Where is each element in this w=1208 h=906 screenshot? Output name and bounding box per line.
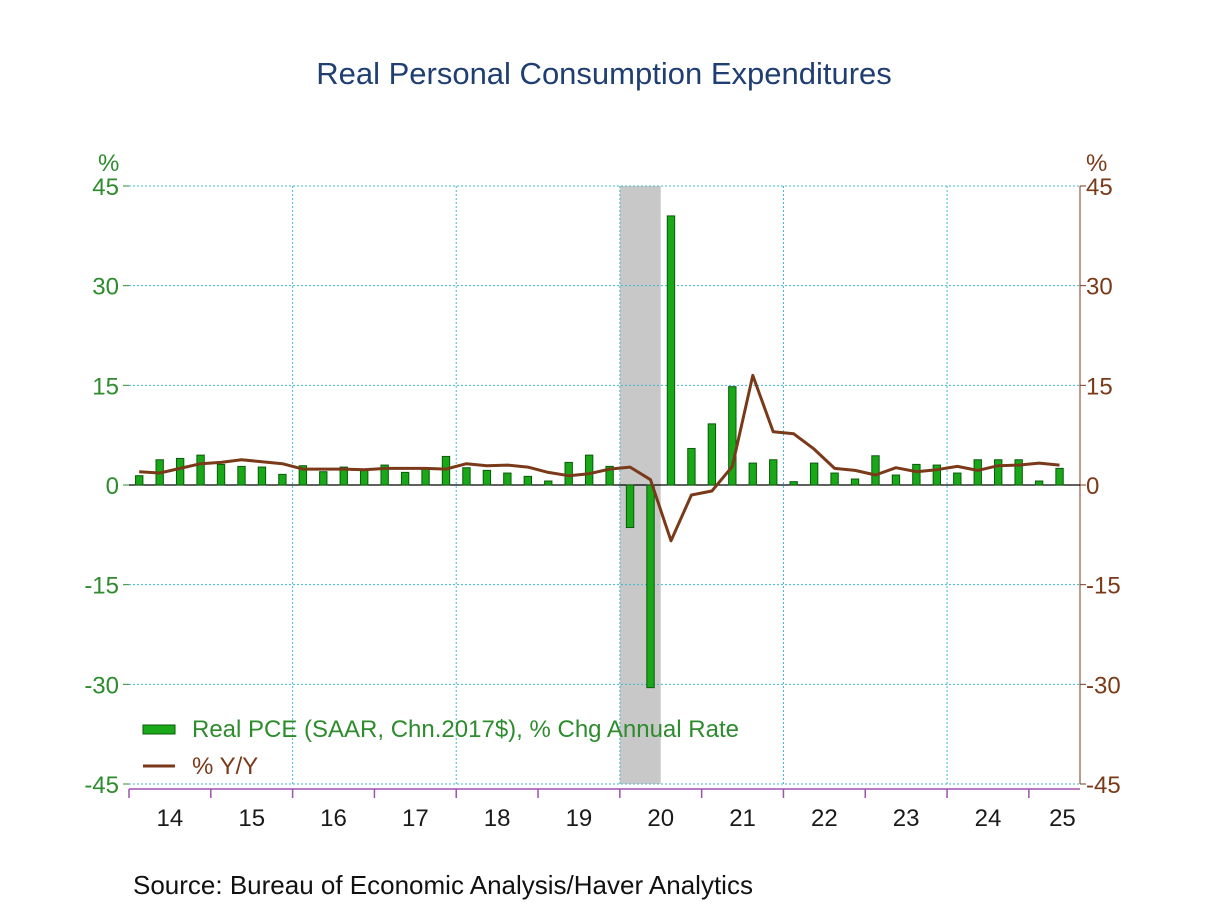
right-tick-label: -15	[1086, 573, 1121, 600]
bar	[748, 462, 757, 486]
right-tick-label: 30	[1086, 274, 1113, 301]
bar	[175, 457, 185, 486]
legend-line-label: % Y/Y	[192, 753, 258, 780]
yoy-line-series	[139, 373, 1060, 543]
bar	[523, 475, 532, 486]
chart-title: Real Personal Consumption Expenditures	[316, 56, 892, 91]
bar	[237, 465, 246, 486]
x-year-label: 16	[320, 805, 347, 832]
right-y-axis: 45 30 15 0 -15 -30 -45	[1079, 174, 1121, 799]
bar	[646, 484, 655, 689]
bar	[257, 466, 267, 486]
bar	[625, 484, 635, 529]
bar	[932, 464, 942, 486]
source-note: Source: Bureau of Economic Analysis/Have…	[133, 870, 753, 900]
bar	[380, 464, 389, 486]
bar	[503, 472, 512, 486]
bar	[707, 423, 717, 486]
left-tick-label: -30	[84, 672, 119, 699]
bar	[728, 386, 737, 486]
left-tick-label: -15	[84, 573, 119, 600]
x-year-label: 24	[975, 805, 1002, 832]
bar	[339, 466, 348, 486]
right-tick-label: 45	[1086, 174, 1113, 201]
bar	[278, 473, 287, 486]
bar	[544, 480, 553, 486]
bar	[891, 474, 901, 486]
left-tick-label: 0	[106, 473, 119, 500]
bar	[298, 465, 308, 486]
bar	[850, 478, 860, 486]
bar	[482, 469, 492, 486]
bar	[809, 462, 819, 486]
x-year-label: 21	[729, 805, 756, 832]
bar	[584, 454, 594, 486]
bar	[216, 463, 226, 486]
x-year-label: 18	[484, 805, 511, 832]
bar	[953, 472, 962, 486]
gridlines	[129, 185, 1080, 785]
legend-bar-swatch	[142, 724, 176, 735]
bar-series	[135, 215, 1064, 689]
bar	[441, 455, 451, 486]
bar	[687, 447, 696, 486]
bar	[1034, 480, 1044, 486]
left-tick-label: 30	[92, 274, 119, 301]
bar	[400, 471, 410, 486]
bar	[912, 463, 921, 486]
left-axis-unit: %	[98, 150, 119, 177]
x-year-label: 15	[238, 805, 265, 832]
x-year-label: 22	[811, 805, 838, 832]
bar	[360, 469, 369, 486]
bar	[196, 454, 205, 486]
left-tick-label: 15	[92, 373, 119, 400]
left-y-axis: 45 30 15 0 -15 -30 -45	[84, 174, 129, 799]
left-tick-label: 45	[92, 174, 119, 201]
bar	[769, 459, 778, 486]
right-tick-label: -30	[1086, 672, 1121, 699]
legend-bar-label: Real PCE (SAAR, Chn.2017$), % Chg Annual…	[192, 716, 739, 743]
right-tick-label: 0	[1086, 473, 1099, 500]
x-year-label: 14	[157, 805, 184, 832]
bar	[1055, 467, 1064, 486]
bar	[421, 468, 430, 486]
right-tick-label: 15	[1086, 373, 1113, 400]
x-axis: 14 15 16 17 18 19 20 21 22 23 24 25	[128, 788, 1080, 832]
yoy-line	[139, 373, 1060, 543]
bar	[605, 465, 614, 486]
bar	[830, 472, 839, 486]
x-year-label: 23	[893, 805, 920, 832]
bar	[564, 461, 573, 486]
left-tick-label: -45	[84, 772, 119, 799]
bar	[973, 459, 982, 486]
legend: Real PCE (SAAR, Chn.2017$), % Chg Annual…	[142, 716, 739, 780]
bar	[666, 215, 676, 486]
right-tick-label: -45	[1086, 772, 1121, 799]
bar	[1014, 459, 1023, 486]
bar	[871, 455, 880, 486]
x-year-label: 20	[647, 805, 674, 832]
bar	[462, 467, 471, 486]
right-axis-unit: %	[1086, 150, 1107, 177]
bar	[319, 471, 328, 486]
bar	[789, 481, 798, 486]
bar	[994, 459, 1003, 486]
x-year-label: 19	[566, 805, 593, 832]
bar	[135, 475, 144, 486]
x-year-label: 17	[402, 805, 429, 832]
x-year-label: 25	[1049, 805, 1076, 832]
